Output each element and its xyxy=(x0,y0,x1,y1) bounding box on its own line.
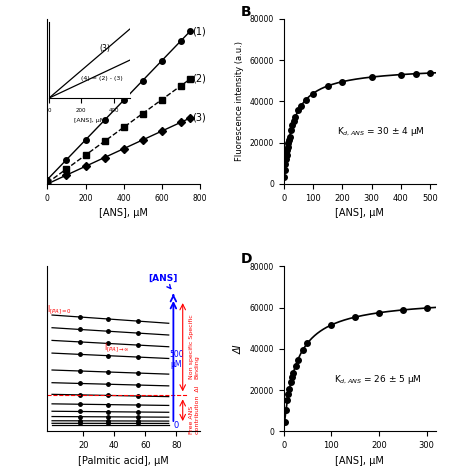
Text: I$_{[PA]=0}$: I$_{[PA]=0}$ xyxy=(47,304,73,317)
X-axis label: [ANS], μM: [ANS], μM xyxy=(336,208,384,218)
X-axis label: [ANS], μM: [ANS], μM xyxy=(336,456,384,465)
X-axis label: [ANS], μM: [ANS], μM xyxy=(99,208,148,218)
Y-axis label: Fluorescence intensity (a.u.): Fluorescence intensity (a.u.) xyxy=(235,41,244,162)
Text: 0: 0 xyxy=(174,421,179,430)
Text: [ANS]: [ANS] xyxy=(148,274,177,289)
Text: (2): (2) xyxy=(192,74,206,84)
Text: K$_{d,ANS}$ = 30 ± 4 μM: K$_{d,ANS}$ = 30 ± 4 μM xyxy=(337,126,425,138)
Text: D: D xyxy=(241,252,253,266)
Text: I$_{[PA]\rightarrow\infty}$: I$_{[PA]\rightarrow\infty}$ xyxy=(104,342,130,355)
Text: B: B xyxy=(241,5,252,18)
Text: 500
μM: 500 μM xyxy=(169,350,184,369)
Text: (1): (1) xyxy=(192,26,206,36)
Text: (3): (3) xyxy=(192,113,206,123)
Text: Free ANS
contribution  ΔI: Free ANS contribution ΔI xyxy=(189,386,200,435)
Y-axis label: ΔI: ΔI xyxy=(234,344,244,354)
Text: K$_{d,ANS}$ = 26 ± 5 μM: K$_{d,ANS}$ = 26 ± 5 μM xyxy=(334,373,421,386)
X-axis label: [Palmitic acid], μM: [Palmitic acid], μM xyxy=(78,456,169,465)
Text: Non specific Specific
Binding: Non specific Specific Binding xyxy=(189,314,200,379)
